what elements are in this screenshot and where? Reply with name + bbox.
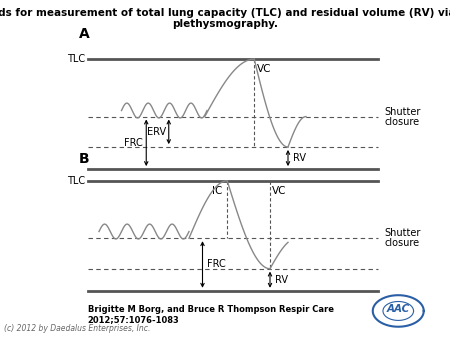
Text: Methods for measurement of total lung capacity (TLC) and residual volume (RV) vi: Methods for measurement of total lung ca… xyxy=(0,8,450,19)
Text: plethysmography.: plethysmography. xyxy=(172,19,278,29)
Text: B: B xyxy=(79,152,90,166)
Text: Shutter: Shutter xyxy=(385,106,421,117)
Text: closure: closure xyxy=(385,117,420,127)
Text: TLC: TLC xyxy=(68,176,86,186)
Text: TLC: TLC xyxy=(68,54,86,64)
Text: closure: closure xyxy=(385,238,420,248)
Text: RV: RV xyxy=(275,275,288,285)
Text: VC: VC xyxy=(256,64,271,74)
Text: A: A xyxy=(79,27,90,41)
Text: Shutter: Shutter xyxy=(385,228,421,238)
Text: IC: IC xyxy=(212,186,223,196)
Text: VC: VC xyxy=(272,186,287,196)
Text: FRC: FRC xyxy=(207,260,226,269)
Text: Brigitte M Borg, and Bruce R Thompson Respir Care
2012;57:1076-1083: Brigitte M Borg, and Bruce R Thompson Re… xyxy=(88,305,334,324)
Text: (c) 2012 by Daedalus Enterprises, Inc.: (c) 2012 by Daedalus Enterprises, Inc. xyxy=(4,324,151,333)
Text: ERV: ERV xyxy=(148,127,166,137)
Text: AAC: AAC xyxy=(387,305,410,314)
Text: RV: RV xyxy=(293,153,306,163)
Text: FRC: FRC xyxy=(124,138,143,148)
